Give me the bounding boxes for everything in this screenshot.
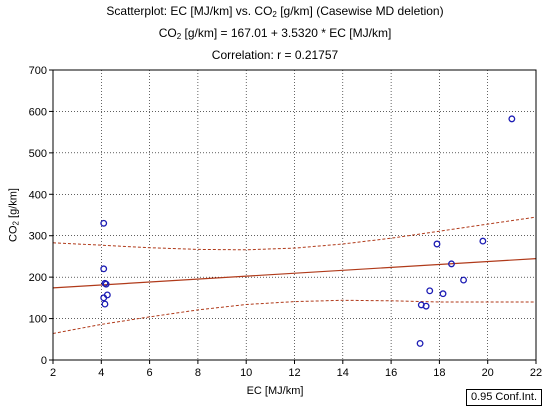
- x-tick-label: 20: [482, 367, 494, 379]
- data-point: [422, 302, 430, 310]
- regression-equation: CO2 [g/km] = 167.01 + 3.5320 * EC [MJ/km…: [158, 26, 392, 41]
- x-tick-label: 6: [147, 367, 153, 379]
- y-tick-label: 100: [29, 314, 47, 326]
- chart-title: Scatterplot: EC [MJ/km] vs. CO2 [g/km] (…: [106, 4, 444, 19]
- y-tick-label: 700: [29, 65, 47, 77]
- y-axis-label: CO2 [g/km]: [7, 188, 21, 242]
- data-point: [100, 294, 108, 302]
- x-tick-label: 16: [385, 367, 397, 379]
- ci-lower-band: [52, 299, 536, 334]
- x-axis-label: EC [MJ/km]: [246, 385, 304, 397]
- data-point: [100, 219, 108, 227]
- data-point: [433, 240, 441, 248]
- confidence-interval-legend: 0.95 Conf.Int.: [466, 389, 542, 406]
- y-tick-label: 0: [41, 355, 47, 367]
- y-ticks: 0 100 200 300 400 500 600 700: [29, 65, 53, 367]
- regression-line-group: [52, 258, 537, 289]
- data-point: [460, 276, 467, 284]
- x-tick-label: 18: [433, 367, 445, 379]
- confidence-bands: [52, 216, 537, 334]
- data-point: [426, 287, 434, 295]
- data-point: [416, 339, 424, 347]
- data-point: [101, 300, 109, 308]
- x-tick-label: 12: [288, 367, 300, 379]
- correlation-text: Correlation: r = 0.21757: [211, 48, 339, 62]
- x-ticks: 2 4 6 8 10 12 14 16 18 20 22: [50, 360, 542, 379]
- x-tick-label: 14: [337, 367, 349, 379]
- x-tick-label: 22: [530, 367, 542, 379]
- data-point: [479, 237, 487, 245]
- y-tick-label: 600: [29, 106, 47, 118]
- y-tick-label: 300: [29, 231, 47, 243]
- x-tick-label: 2: [50, 367, 56, 379]
- regression-line: [52, 258, 537, 289]
- data-point: [508, 115, 516, 123]
- y-tick-label: 500: [29, 148, 47, 160]
- data-points: [100, 115, 516, 347]
- data-point: [102, 280, 110, 288]
- x-tick-label: 4: [98, 367, 104, 379]
- ci-upper-band: [52, 216, 537, 251]
- data-point: [100, 265, 108, 273]
- x-tick-label: 8: [195, 367, 201, 379]
- grid: [53, 70, 536, 360]
- data-point: [439, 290, 447, 298]
- y-tick-label: 400: [29, 189, 47, 201]
- data-point: [448, 260, 455, 268]
- y-tick-label: 200: [29, 272, 47, 284]
- x-tick-label: 10: [240, 367, 252, 379]
